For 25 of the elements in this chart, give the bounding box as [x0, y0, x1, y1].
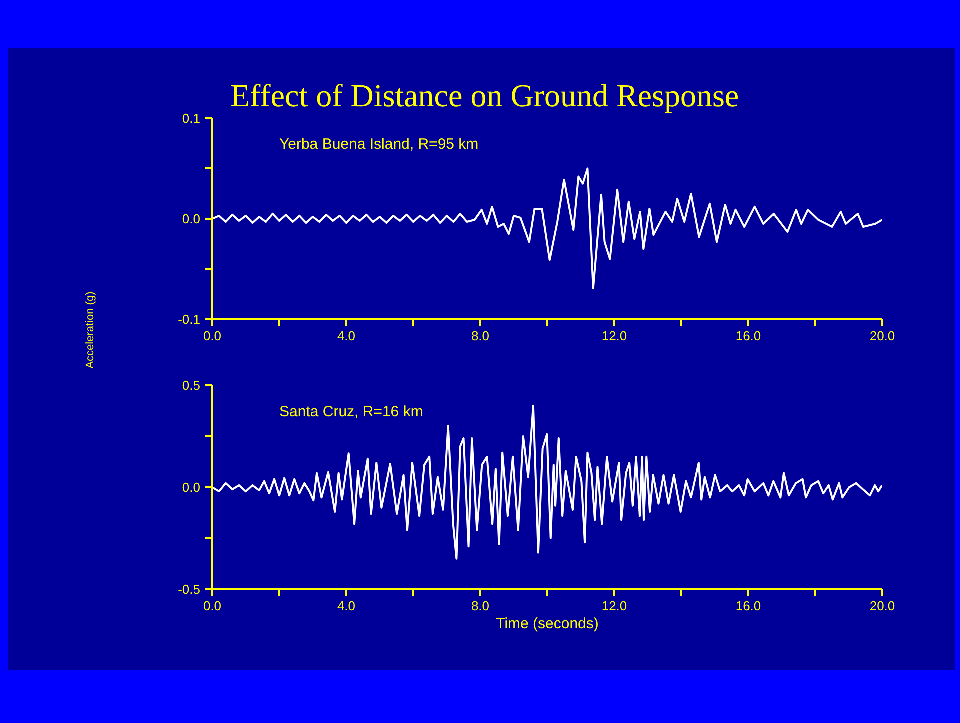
y-axis-title: Acceleration (g) — [84, 292, 96, 369]
x-tick-label: 8.0 — [471, 598, 490, 614]
y-tick-label: -0.5 — [178, 582, 201, 597]
y-tick-label: -0.1 — [178, 312, 201, 327]
y-tick-label: 0.0 — [182, 480, 201, 495]
chart-title: Effect of Distance on Ground Response — [230, 78, 740, 114]
x-tick-label: 0.0 — [203, 598, 222, 614]
text: Yerba Buena Island, R=95 km — [280, 136, 479, 154]
series-label: Santa Cruz, R=16 km — [280, 404, 424, 421]
line-series — [212, 404, 882, 560]
x-tick-label: 4.0 — [337, 598, 356, 614]
y-tick-label: 0.1 — [182, 111, 201, 126]
line-series — [212, 168, 882, 290]
x-tick-label: 20.0 — [870, 598, 896, 614]
x-tick-label: 4.0 — [337, 328, 356, 344]
x-tick-label: 12.0 — [602, 328, 628, 344]
x-tick-label: 8.0 — [471, 328, 490, 344]
x-tick-label: 20.0 — [870, 328, 896, 344]
x-tick-label: 12.0 — [602, 598, 628, 614]
y-tick-label: 0.0 — [182, 212, 201, 226]
x-tick-label: 0.0 — [203, 328, 222, 344]
x-axis-title: Time (seconds) — [496, 616, 599, 632]
x-tick-label: 16.0 — [736, 328, 762, 344]
x-tick-label: 16.0 — [736, 598, 762, 614]
y-tick-label: 0.5 — [182, 378, 201, 393]
